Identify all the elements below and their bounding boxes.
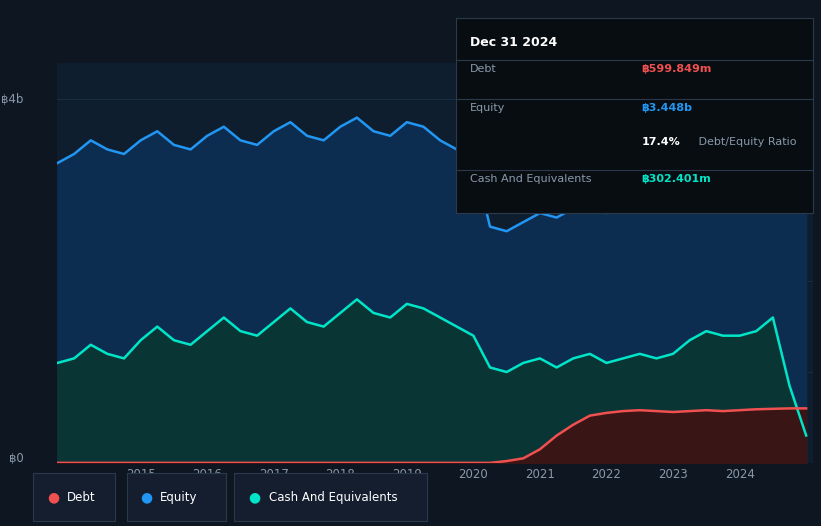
Text: Dec 31 2024: Dec 31 2024 [470,36,557,49]
Text: Cash And Equivalents: Cash And Equivalents [470,174,591,184]
Text: Equity: Equity [470,103,505,113]
Text: ฿4b: ฿4b [1,93,24,106]
Text: ●: ● [140,490,152,504]
Text: Debt: Debt [470,64,497,74]
Text: ●: ● [249,490,260,504]
Text: ฿599.849m: ฿599.849m [641,64,712,74]
Text: Equity: Equity [160,491,198,503]
Text: ฿302.401m: ฿302.401m [641,174,711,184]
Text: Debt: Debt [67,491,96,503]
Text: ฿0: ฿0 [9,452,24,466]
Text: ฿3.448b: ฿3.448b [641,103,692,113]
Text: 17.4%: 17.4% [641,137,680,147]
Text: Cash And Equivalents: Cash And Equivalents [269,491,398,503]
Text: ●: ● [48,490,59,504]
Text: Debt/Equity Ratio: Debt/Equity Ratio [695,137,796,147]
